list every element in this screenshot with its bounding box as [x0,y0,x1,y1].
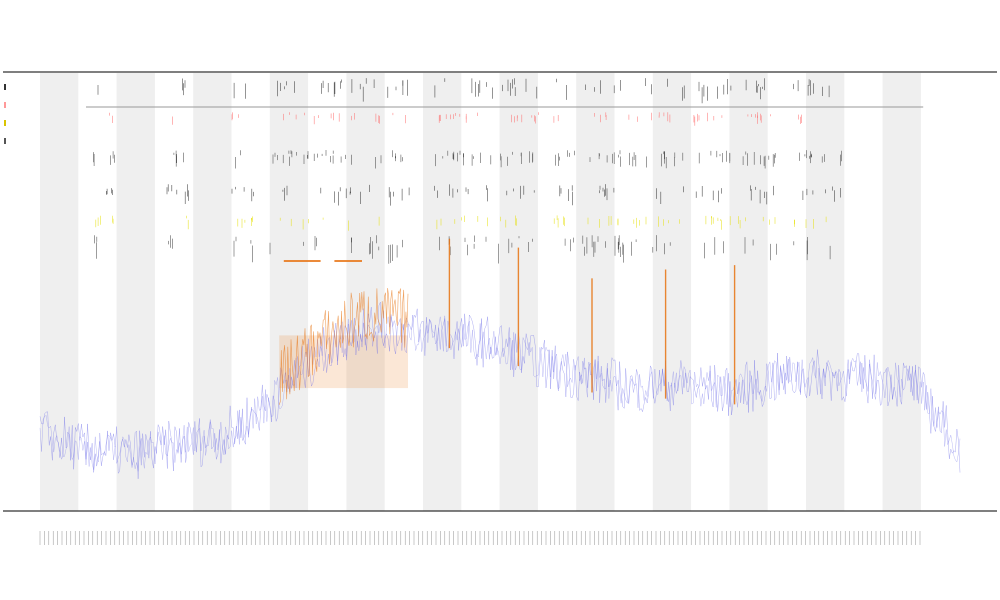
legend [4,84,6,144]
annotation-tracks [93,78,842,264]
legend-swatch-3 [4,138,6,144]
band-4 [346,73,385,511]
profile-line-b [39,308,961,472]
legend-swatch-1 [4,102,6,108]
orange-segments [279,260,408,389]
band-11 [882,73,921,511]
track-row-top [97,78,830,104]
track-row-red [109,112,802,126]
band-10 [806,73,845,511]
legend-swatch-2 [4,120,6,126]
band-1 [116,73,155,511]
band-8 [652,73,692,511]
band-9 [729,73,768,511]
profile-series [39,288,961,479]
track-row-bottom [94,235,831,264]
background-bands [40,73,921,511]
band-3 [269,73,309,511]
highlight-trace [278,288,409,405]
band-7 [576,73,615,511]
legend-swatch-0 [4,84,6,90]
profile-line-a [39,302,961,479]
orange-spikes [448,238,736,405]
band-2 [193,73,232,511]
track-row-lower [106,184,841,206]
x-tick-labels [39,531,921,545]
band-0 [40,73,79,511]
track-row-yellow [95,215,827,231]
band-5 [423,73,462,511]
track-row-mid [93,150,842,169]
highlight-region [279,335,408,389]
